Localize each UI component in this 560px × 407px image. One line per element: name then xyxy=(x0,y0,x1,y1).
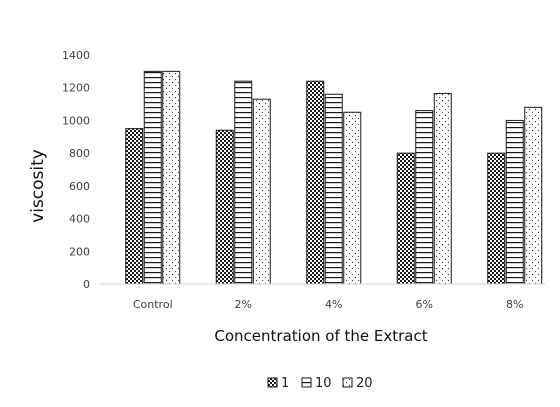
legend-label-10: 10 xyxy=(315,376,332,391)
bar-series-10-8% xyxy=(505,119,524,285)
bar-series-1-2% xyxy=(215,129,234,285)
y-axis-ticks: 0 200 400 600 800 1000 1200 1400 xyxy=(62,49,90,291)
bar-series-1-4% xyxy=(306,80,325,285)
x-tick-label: 4% xyxy=(325,298,342,311)
legend-swatch-10 xyxy=(301,377,312,388)
bar-series-20-Control xyxy=(162,70,181,285)
bar-series-10-2% xyxy=(234,80,253,285)
bar-series-group xyxy=(125,70,543,285)
y-tick-label: 200 xyxy=(69,245,90,258)
legend-swatch-1 xyxy=(267,377,278,388)
bar-series-20-6% xyxy=(433,92,452,285)
bar-series-10-6% xyxy=(415,110,434,285)
bar-series-20-2% xyxy=(252,98,271,285)
x-axis-ticks: Control 2% 4% 6% 8% xyxy=(133,298,524,311)
bar-series-1-6% xyxy=(396,152,415,285)
legend-label-20: 20 xyxy=(356,376,373,391)
bar-series-1-8% xyxy=(487,152,506,285)
x-tick-label: 8% xyxy=(506,298,523,311)
y-tick-label: 400 xyxy=(69,213,90,226)
y-tick-label: 800 xyxy=(69,147,90,160)
bar-series-10-Control xyxy=(143,70,162,285)
bar-series-20-4% xyxy=(343,111,362,285)
legend-swatch-20 xyxy=(342,377,353,388)
y-tick-label: 1200 xyxy=(62,82,90,95)
bar-series-20-8% xyxy=(524,106,543,285)
legend: 1 10 20 xyxy=(267,376,373,391)
bar-series-10-4% xyxy=(324,93,343,285)
bar-series-1-Control xyxy=(125,128,144,285)
legend-label-1: 1 xyxy=(281,376,289,391)
y-tick-label: 1400 xyxy=(62,49,90,62)
x-axis-label: Concentration of the Extract xyxy=(214,327,427,345)
y-tick-label: 1000 xyxy=(62,114,90,127)
y-axis-label: viscosity xyxy=(28,149,48,223)
y-tick-label: 0 xyxy=(83,278,90,291)
x-tick-label: 6% xyxy=(416,298,433,311)
x-tick-label: Control xyxy=(133,298,173,311)
x-tick-label: 2% xyxy=(235,298,252,311)
y-tick-label: 600 xyxy=(69,180,90,193)
